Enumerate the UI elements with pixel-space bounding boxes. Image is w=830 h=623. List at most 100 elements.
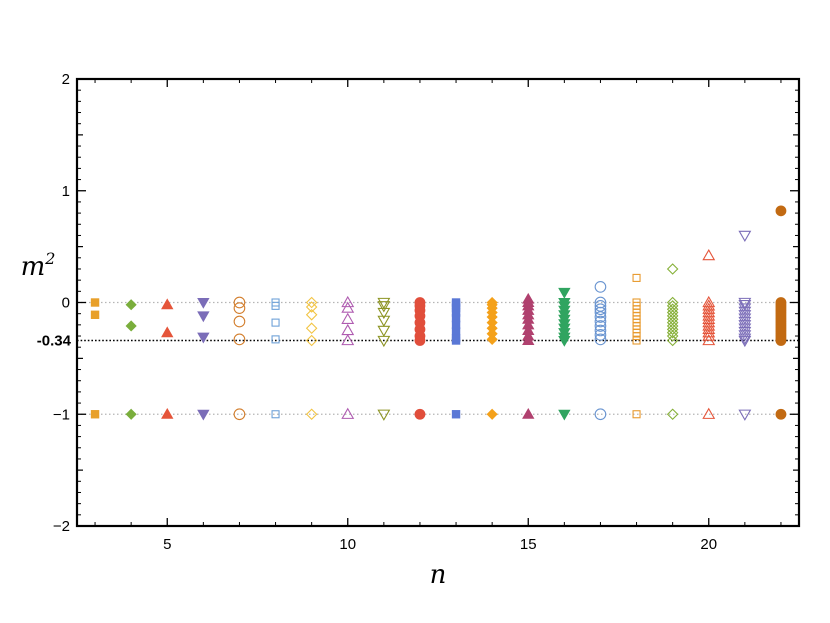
x-tick-label: 5 [163, 536, 171, 553]
data-point-circle [594, 333, 607, 346]
data-point-circle [594, 315, 607, 328]
data-point-diamond [666, 408, 679, 421]
data-point-triangle-down [738, 335, 752, 348]
data-point-diamond [125, 299, 137, 311]
data-point-square [632, 273, 641, 282]
reference-line-label: -0.34 [37, 332, 72, 349]
data-point-circle [233, 296, 246, 309]
data-point-square [632, 336, 641, 345]
data-point-square [632, 410, 641, 419]
data-point-triangle-up [341, 407, 355, 419]
data-point-triangle-down [197, 409, 210, 421]
data-point-triangle-down [197, 332, 210, 344]
data-point-triangle-up [702, 305, 716, 318]
data-point-triangle-up [522, 334, 535, 346]
data-point-triangle-down [738, 300, 752, 312]
y-tick-label: 2 [62, 71, 70, 88]
data-point-triangle-up [702, 299, 716, 311]
data-point-square [271, 318, 280, 327]
data-point-circle [594, 311, 607, 323]
data-point-circle [414, 335, 426, 346]
reference-lines [77, 301, 799, 415]
data-point-triangle-down [197, 297, 210, 309]
data-point-circle [233, 333, 246, 346]
data-point-triangle-down [738, 303, 752, 315]
data-point-triangle-down [738, 326, 752, 339]
data-point-circle [594, 303, 607, 316]
data-point-triangle-down [377, 325, 391, 338]
data-point-triangle-up [702, 302, 716, 314]
data-point-circle [594, 306, 607, 319]
y-tick-label: −2 [53, 518, 70, 535]
y-tick-label: 1 [62, 183, 70, 200]
data-point-diamond [305, 296, 318, 309]
data-point-circle [594, 300, 607, 312]
data-point-triangle-up [341, 323, 355, 336]
data-point-triangle-down [377, 315, 391, 327]
data-point-triangle-up [522, 407, 535, 419]
plot-frame [75, 77, 801, 528]
x-tick-label: 15 [520, 536, 537, 553]
y-axis-title-superscript: 2 [44, 249, 55, 268]
data-point-square [451, 336, 461, 345]
data-point-square [271, 301, 280, 310]
data-point-triangle-up [702, 319, 716, 331]
data-point-diamond [305, 322, 318, 334]
data-point-triangle-up [161, 407, 174, 419]
data-point-diamond [486, 333, 498, 345]
data-point-square [90, 298, 100, 307]
data-points [90, 205, 787, 421]
data-point-triangle-down [738, 320, 752, 332]
data-point-triangle-up [341, 301, 355, 313]
data-point-diamond [305, 408, 318, 421]
data-point-triangle-down [377, 301, 391, 313]
data-point-diamond [305, 301, 318, 313]
data-point-circle [775, 408, 787, 420]
data-point-diamond [666, 310, 679, 322]
data-point-diamond [486, 408, 498, 420]
data-point-diamond [125, 320, 137, 332]
data-point-circle [594, 408, 607, 421]
data-point-circle [775, 205, 787, 217]
data-point-triangle-down [377, 409, 391, 421]
data-point-triangle-down [738, 313, 752, 325]
x-axis-title: n [430, 560, 447, 590]
data-point-diamond [666, 316, 679, 329]
data-point-triangle-up [161, 298, 174, 310]
data-point-triangle-up [702, 326, 716, 338]
data-point-triangle-down [738, 316, 752, 329]
x-tick-label: 20 [700, 536, 717, 553]
data-point-circle [594, 324, 607, 337]
data-point-triangle-down [738, 333, 752, 345]
data-point-triangle-down [738, 230, 752, 243]
data-point-triangle-up [702, 295, 716, 308]
data-point-diamond [305, 309, 318, 321]
data-point-triangle-up [341, 312, 355, 324]
data-point-circle [233, 302, 246, 314]
data-point-triangle-up [161, 326, 174, 338]
data-point-diamond [666, 323, 679, 336]
data-point-triangle-down [377, 335, 391, 348]
data-point-square [632, 331, 641, 341]
data-point-triangle-up [702, 407, 716, 419]
data-point-diamond [666, 326, 679, 339]
data-point-square [451, 410, 461, 419]
data-point-square [271, 410, 280, 419]
data-point-triangle-up [702, 329, 716, 341]
data-point-triangle-up [702, 309, 716, 321]
data-point-triangle-down [197, 311, 210, 323]
data-point-diamond [305, 334, 318, 347]
data-point-triangle-up [702, 333, 716, 346]
y-axis-title-base: m [21, 252, 46, 282]
data-point-triangle-down [738, 323, 752, 335]
y-tick-label: −1 [53, 406, 70, 423]
data-point-circle [594, 329, 607, 341]
data-point-circle [594, 281, 607, 293]
data-point-circle [233, 315, 246, 328]
data-point-triangle-down [377, 297, 391, 310]
data-point-triangle-up [341, 295, 355, 308]
tick-labels: 5 10 15 20 −2 −1 0 1 2 [53, 71, 717, 553]
data-point-diamond [666, 303, 679, 315]
data-point-triangle-down [558, 287, 571, 299]
